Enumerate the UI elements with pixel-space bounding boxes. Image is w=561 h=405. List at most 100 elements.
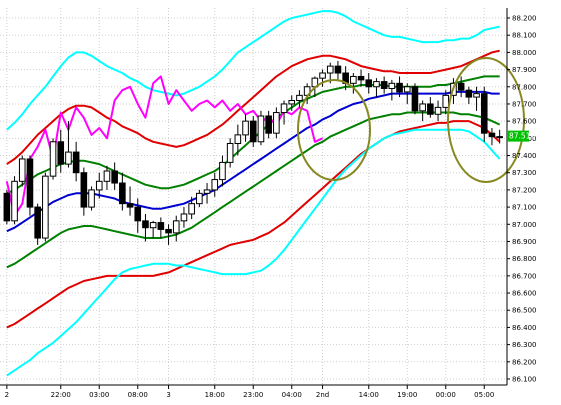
candle (296, 90, 303, 108)
candle (411, 83, 419, 115)
y-tick-label: 87.000 (512, 221, 537, 229)
candle-body-up (95, 180, 103, 191)
candle-body-down (134, 206, 142, 222)
candle-body-down (34, 206, 41, 239)
candle (18, 155, 26, 187)
indicator-line-6 (6, 128, 501, 377)
y-tick-label: 86.500 (512, 307, 537, 315)
candle (365, 73, 373, 94)
y-tick-label: 87.800 (512, 83, 537, 91)
candle-body-down (465, 89, 473, 98)
candle (234, 124, 242, 156)
candle (172, 215, 180, 242)
candle (280, 100, 288, 125)
x-tick-label: 22:00 (51, 391, 71, 399)
candle (265, 110, 272, 139)
x-tick-label: 14:00 (359, 391, 379, 399)
y-tick-label: 86.800 (512, 255, 537, 263)
candle (57, 129, 65, 173)
candle (373, 78, 380, 98)
candle-body-up (172, 220, 180, 234)
x-tick-label: 23:00 (243, 391, 263, 399)
candle-body-down (119, 182, 126, 205)
candle (273, 107, 280, 139)
candle-body-down (427, 103, 434, 115)
candle-body-up (388, 82, 396, 89)
candle-body-up (496, 136, 503, 139)
candle (427, 97, 434, 118)
candle-body-down (457, 82, 465, 91)
current-price-marker: 87.513 (507, 130, 535, 142)
candle-body-up (196, 192, 203, 205)
candle (242, 114, 249, 142)
candle (219, 155, 226, 187)
y-tick-label: 86.700 (512, 272, 537, 280)
candle (465, 86, 473, 104)
candle (211, 172, 219, 197)
candle-body-down (142, 220, 149, 229)
candle (196, 189, 203, 208)
candle-body-up (319, 72, 326, 79)
candle-body-down (357, 75, 365, 81)
candle (11, 176, 18, 225)
candle-body-up (473, 93, 480, 98)
x-tick-label: 19:00 (397, 391, 417, 399)
candle (203, 183, 211, 204)
indicator-line-1 (6, 49, 500, 165)
y-tick-label: 86.300 (512, 341, 537, 349)
candle-body-down (380, 81, 388, 89)
candle (396, 76, 403, 98)
candle (334, 60, 342, 80)
candle-body-up (149, 222, 157, 229)
candle-body-down (249, 120, 257, 143)
candle-body-up (103, 170, 111, 182)
candle-body-up (242, 120, 249, 136)
candle-body-down (72, 151, 80, 174)
candle (457, 76, 465, 98)
highlight-ellipse-right (447, 57, 525, 183)
current-price-tag (507, 130, 529, 142)
candle (380, 76, 388, 94)
candle (111, 162, 118, 190)
candle-body-up (350, 75, 357, 84)
candle (442, 90, 450, 115)
candle-body-down (265, 115, 272, 134)
candle (80, 167, 88, 216)
indicator-line-4 (6, 111, 501, 269)
candle-body-up (419, 103, 426, 112)
candle-body-down (80, 172, 88, 208)
y-tick-label: 88.200 (512, 15, 537, 23)
x-tick-label: 08:00 (128, 391, 148, 399)
candle-body-up (234, 134, 242, 144)
candle-body-up (280, 103, 288, 114)
candle-body-up (288, 100, 296, 105)
y-tick-label: 87.400 (512, 152, 537, 160)
candle (480, 86, 488, 142)
y-tick-label: 87.100 (512, 204, 537, 212)
y-tick-label: 86.200 (512, 358, 537, 366)
candle-body-down (111, 170, 118, 184)
candle-body-up (188, 203, 195, 215)
candle-body-up (273, 112, 280, 134)
candle-body-down (488, 132, 496, 138)
candle (226, 138, 234, 168)
candle-body-up (296, 94, 303, 102)
candle (119, 172, 126, 211)
candle (180, 207, 188, 228)
candle (419, 100, 426, 122)
candle-body-down (126, 203, 134, 208)
candle (165, 224, 172, 245)
candle-body-up (180, 213, 188, 222)
annotations (297, 57, 525, 183)
x-tick-label: 2 (5, 391, 9, 399)
y-tick-label: 87.200 (512, 186, 537, 194)
candle-body-up (65, 151, 72, 165)
candle (249, 115, 257, 147)
candle-body-down (396, 82, 403, 93)
candle-body-up (326, 65, 334, 74)
x-tick-label: 04:00 (282, 391, 302, 399)
candle-body-down (57, 141, 65, 165)
candle-body-down (3, 192, 11, 222)
y-tick-label: 86.900 (512, 238, 537, 246)
x-tick-label: 00:00 (436, 391, 456, 399)
